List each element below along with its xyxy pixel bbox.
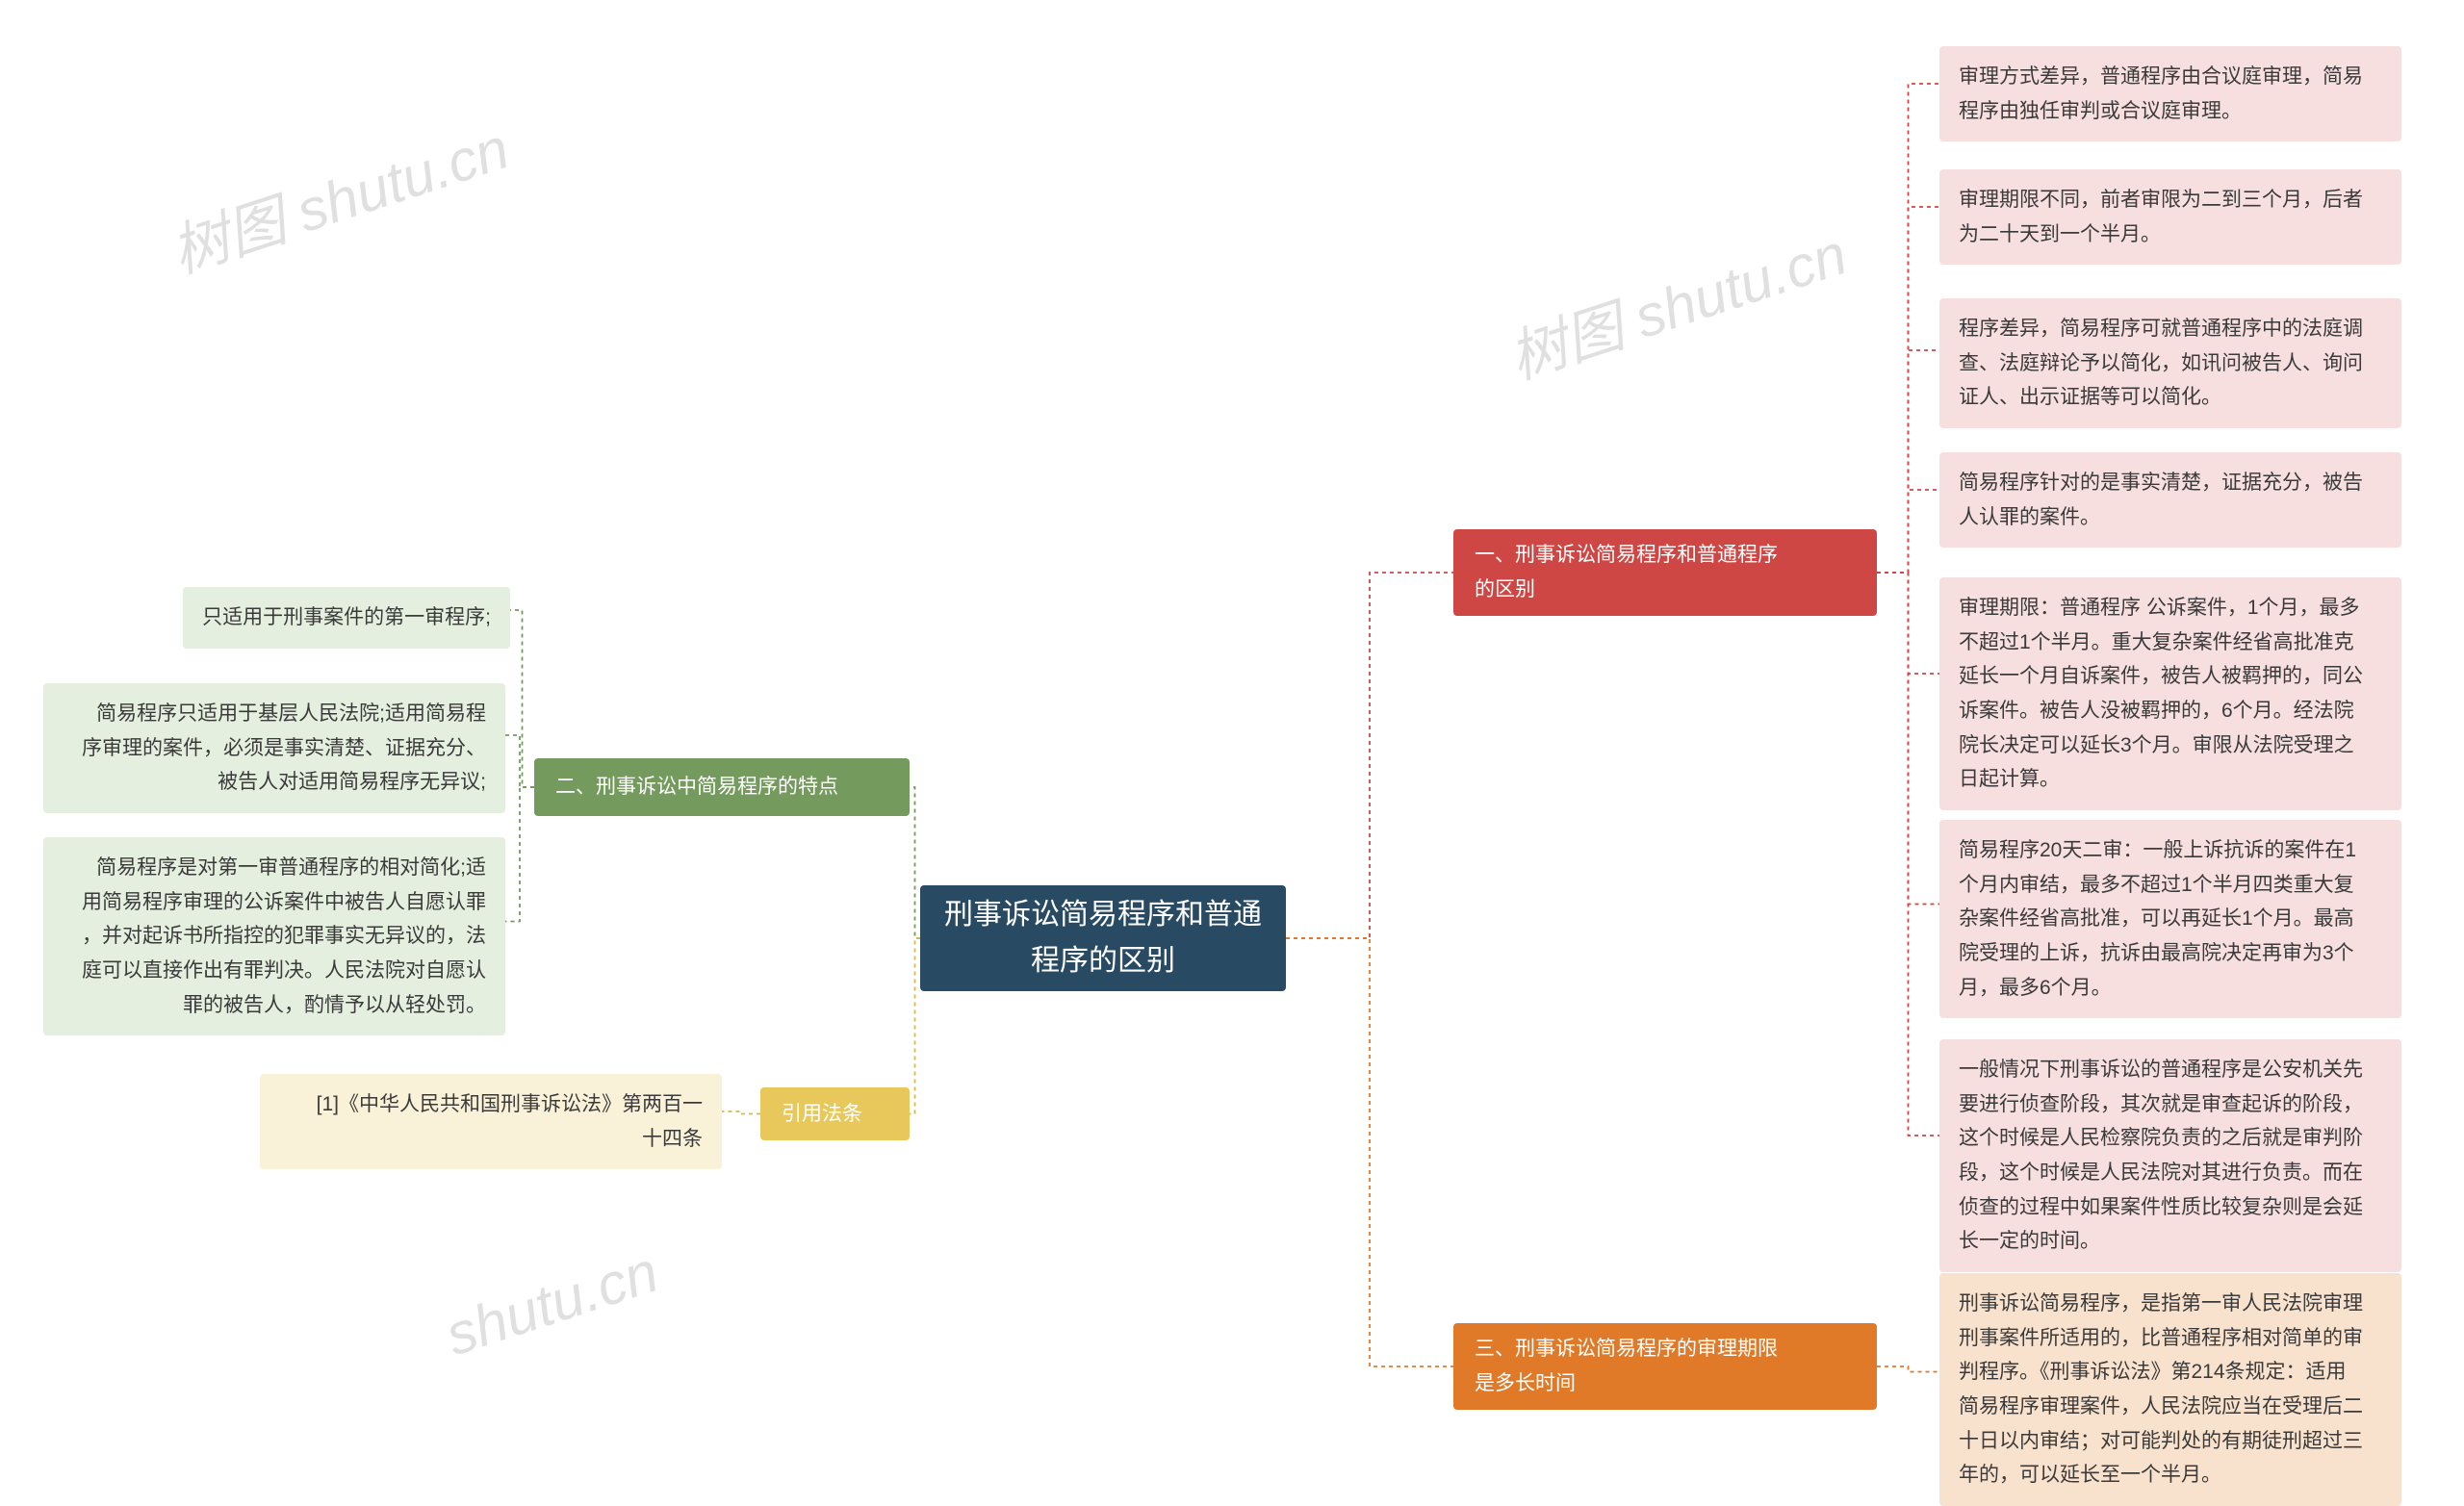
leaf-node: 简易程序只适用于基层人民法院;适用简易程 序审理的案件，必须是事实清楚、证据充分… (43, 683, 505, 813)
leaf-node: 审理期限：普通程序 公诉案件，1个月，最多 不超过1个半月。重大复杂案件经省高批… (1939, 577, 2401, 810)
watermark: shutu.cn (438, 1238, 666, 1369)
leaf-node: 程序差异，简易程序可就普通程序中的法庭调 查、法庭辩论予以简化，如讯问被告人、询… (1939, 298, 2401, 428)
branch-b1: 一、刑事诉讼简易程序和普通程序 的区别 (1453, 529, 1877, 616)
leaf-node: 简易程序是对第一审普通程序的相对简化;适 用简易程序审理的公诉案件中被告人自愿认… (43, 837, 505, 1035)
branch-b2: 二、刑事诉讼中简易程序的特点 (534, 758, 910, 816)
leaf-node: 一般情况下刑事诉讼的普通程序是公安机关先 要进行侦查阶段，其次就是审查起诉的阶段… (1939, 1039, 2401, 1272)
watermark: 树图 shutu.cn (159, 102, 518, 290)
leaf-node: 审理期限不同，前者审限为二到三个月，后者 为二十天到一个半月。 (1939, 169, 2401, 265)
leaf-node: [1]《中华人民共和国刑事诉讼法》第两百一 十四条 (260, 1074, 722, 1169)
leaf-node: 只适用于刑事案件的第一审程序; (183, 587, 510, 649)
leaf-node: 审理方式差异，普通程序由合议庭审理，简易 程序由独任审判或合议庭审理。 (1939, 46, 2401, 141)
leaf-node: 简易程序针对的是事实清楚，证据充分，被告 人认罪的案件。 (1939, 452, 2401, 548)
branch-b3: 三、刑事诉讼简易程序的审理期限 是多长时间 (1453, 1323, 1877, 1410)
branch-b4: 引用法条 (760, 1087, 910, 1140)
leaf-node: 简易程序20天二审：一般上诉抗诉的案件在1 个月内审结，最多不超过1个半月四类重… (1939, 820, 2401, 1018)
watermark: 树图 shutu.cn (1497, 208, 1856, 396)
center-node: 刑事诉讼简易程序和普通 程序的区别 (920, 885, 1286, 991)
leaf-node: 刑事诉讼简易程序，是指第一审人民法院审理 刑事案件所适用的，比普通程序相对简单的… (1939, 1273, 2401, 1506)
